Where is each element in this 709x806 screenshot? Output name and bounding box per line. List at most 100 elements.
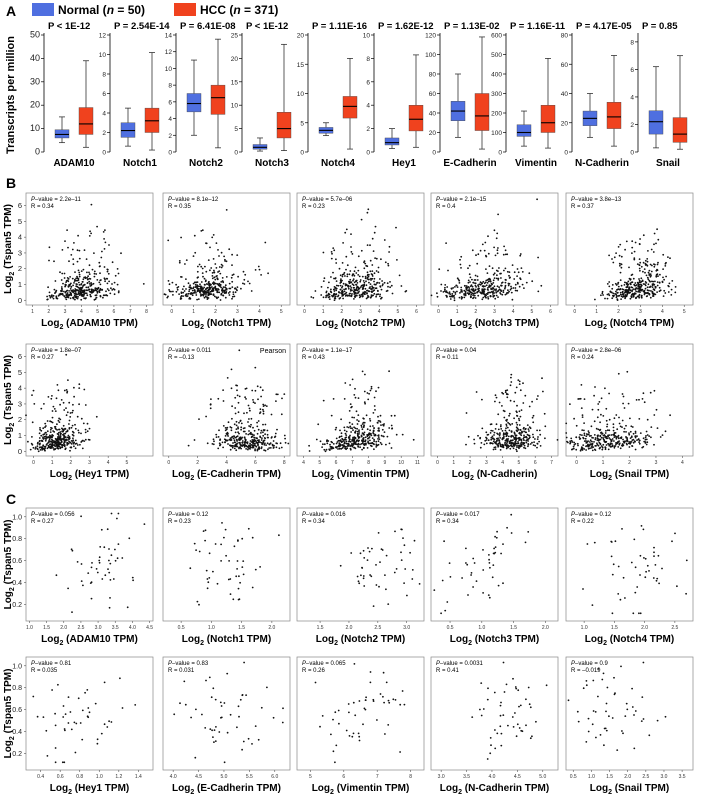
- data-point: [350, 287, 353, 289]
- data-point: [87, 286, 89, 289]
- data-point: [334, 288, 336, 290]
- data-point: [74, 427, 77, 430]
- data-point: [51, 438, 53, 441]
- data-point: [226, 377, 229, 379]
- data-point: [501, 293, 504, 296]
- data-point: [487, 235, 489, 238]
- data-point: [78, 431, 80, 434]
- data-point: [508, 274, 510, 277]
- y-tick-label: 60: [429, 91, 437, 98]
- data-point: [83, 297, 85, 299]
- data-point: [339, 297, 342, 299]
- data-point: [652, 251, 655, 253]
- data-point: [635, 290, 638, 293]
- data-point: [264, 449, 267, 452]
- data-point: [624, 715, 627, 717]
- data-point: [631, 293, 633, 296]
- data-point: [83, 440, 86, 442]
- data-point: [116, 517, 118, 520]
- data-point: [224, 528, 227, 531]
- data-point: [89, 230, 91, 233]
- data-point: [106, 270, 109, 273]
- data-point: [347, 426, 350, 429]
- data-point: [375, 287, 378, 290]
- x-tick-label: 5: [530, 309, 533, 315]
- data-point: [59, 434, 62, 436]
- data-point: [67, 286, 70, 288]
- p-value-label: P < 1E-12: [246, 21, 288, 32]
- data-point: [364, 373, 366, 376]
- y-tick-label: 4: [630, 94, 634, 101]
- x-tick-label: 0: [575, 460, 578, 466]
- data-point: [112, 288, 115, 290]
- data-point: [246, 442, 249, 445]
- data-point: [352, 278, 355, 280]
- data-point: [196, 281, 199, 283]
- data-point: [114, 559, 117, 562]
- data-point: [86, 282, 89, 284]
- data-point: [610, 555, 613, 558]
- data-point: [231, 264, 233, 266]
- data-point: [503, 269, 505, 272]
- data-point: [58, 417, 60, 420]
- data-point: [648, 435, 651, 437]
- data-point: [73, 445, 75, 448]
- box-iqr: [648, 110, 664, 135]
- data-point: [263, 439, 266, 442]
- data-point: [619, 264, 621, 267]
- data-point: [515, 426, 518, 429]
- data-point: [211, 443, 214, 445]
- data-point: [507, 438, 510, 440]
- data-point: [109, 579, 112, 581]
- data-point: [317, 423, 320, 426]
- scatter-points: [465, 373, 559, 453]
- data-point: [271, 444, 274, 447]
- data-point: [86, 294, 89, 297]
- data-point: [523, 434, 525, 437]
- data-point: [67, 246, 69, 249]
- data-point: [611, 438, 614, 440]
- data-point: [353, 281, 356, 284]
- box-iqr: [186, 93, 202, 113]
- data-point: [76, 249, 79, 252]
- gene-label: ADAM10: [53, 158, 95, 169]
- data-point: [267, 448, 269, 451]
- data-point: [390, 414, 393, 417]
- data-point: [225, 291, 227, 294]
- data-point: [441, 579, 444, 582]
- data-point: [463, 294, 466, 296]
- box-hcc: [276, 43, 292, 151]
- data-point: [585, 442, 588, 444]
- data-point: [611, 297, 614, 300]
- data-point: [656, 291, 658, 293]
- data-point: [84, 404, 87, 406]
- data-point: [264, 437, 267, 440]
- data-point: [651, 295, 654, 297]
- data-point: [103, 546, 106, 549]
- legend-swatch-hcc: [174, 3, 196, 16]
- data-point: [601, 290, 604, 293]
- data-point: [57, 389, 60, 392]
- data-point: [98, 556, 101, 559]
- data-point: [203, 286, 206, 289]
- plot-frame: [25, 192, 154, 306]
- data-point: [197, 265, 199, 268]
- data-point: [515, 735, 518, 738]
- gene-label: Notch1: [123, 158, 157, 169]
- data-point: [510, 373, 513, 376]
- x-tick-label: 4.0: [488, 774, 495, 780]
- data-point: [411, 569, 414, 571]
- data-point: [190, 716, 193, 719]
- data-point: [646, 434, 649, 436]
- data-point: [668, 282, 671, 285]
- data-point: [513, 437, 515, 439]
- data-point: [514, 712, 516, 714]
- data-point: [105, 290, 107, 293]
- data-point: [228, 282, 231, 285]
- data-point: [66, 411, 69, 414]
- data-point: [49, 296, 52, 299]
- data-point: [342, 282, 345, 285]
- data-point: [372, 286, 375, 289]
- data-point: [340, 440, 343, 443]
- gene-label: E-Cadherin: [443, 158, 496, 169]
